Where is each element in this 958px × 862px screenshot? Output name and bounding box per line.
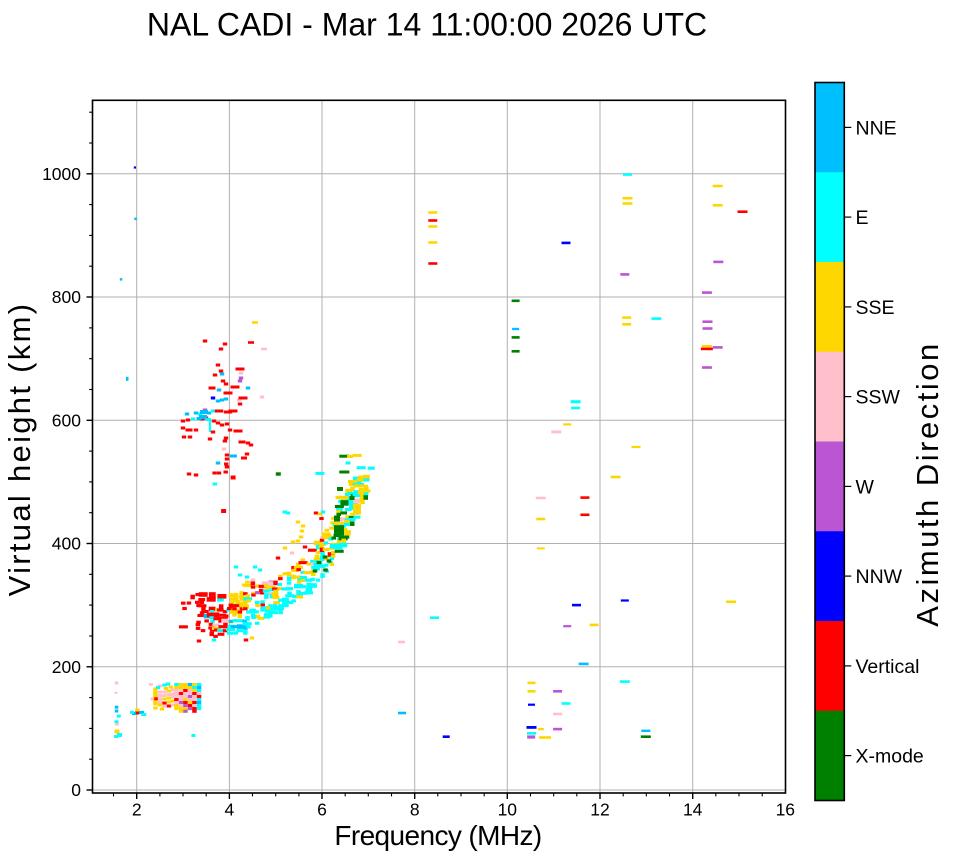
svg-text:E: E [856, 207, 869, 229]
svg-text:12: 12 [590, 800, 609, 820]
svg-text:Vertical: Vertical [856, 656, 920, 678]
svg-text:Frequency (MHz): Frequency (MHz) [334, 820, 541, 851]
svg-text:W: W [856, 476, 875, 498]
svg-text:4: 4 [225, 800, 235, 820]
svg-text:Virtual height (km): Virtual height (km) [2, 302, 37, 597]
svg-text:600: 600 [52, 410, 81, 430]
svg-text:2: 2 [132, 800, 142, 820]
svg-text:NNE: NNE [856, 117, 897, 139]
svg-text:0: 0 [71, 780, 81, 800]
svg-text:SSE: SSE [856, 297, 895, 319]
svg-text:NNW: NNW [856, 566, 903, 588]
svg-text:X-mode: X-mode [856, 746, 924, 768]
svg-text:400: 400 [52, 534, 81, 554]
svg-text:10: 10 [498, 800, 518, 820]
svg-text:8: 8 [410, 800, 420, 820]
svg-text:6: 6 [317, 800, 327, 820]
svg-text:1000: 1000 [42, 164, 81, 184]
svg-text:NAL CADI - Mar 14 11:00:00 202: NAL CADI - Mar 14 11:00:00 2026 UTC [147, 7, 707, 43]
svg-text:16: 16 [776, 800, 795, 820]
svg-text:200: 200 [52, 657, 81, 677]
svg-text:14: 14 [683, 800, 703, 820]
svg-text:800: 800 [52, 287, 81, 307]
svg-text:Azimuth Direction: Azimuth Direction [910, 341, 945, 626]
svg-text:SSW: SSW [856, 387, 901, 409]
